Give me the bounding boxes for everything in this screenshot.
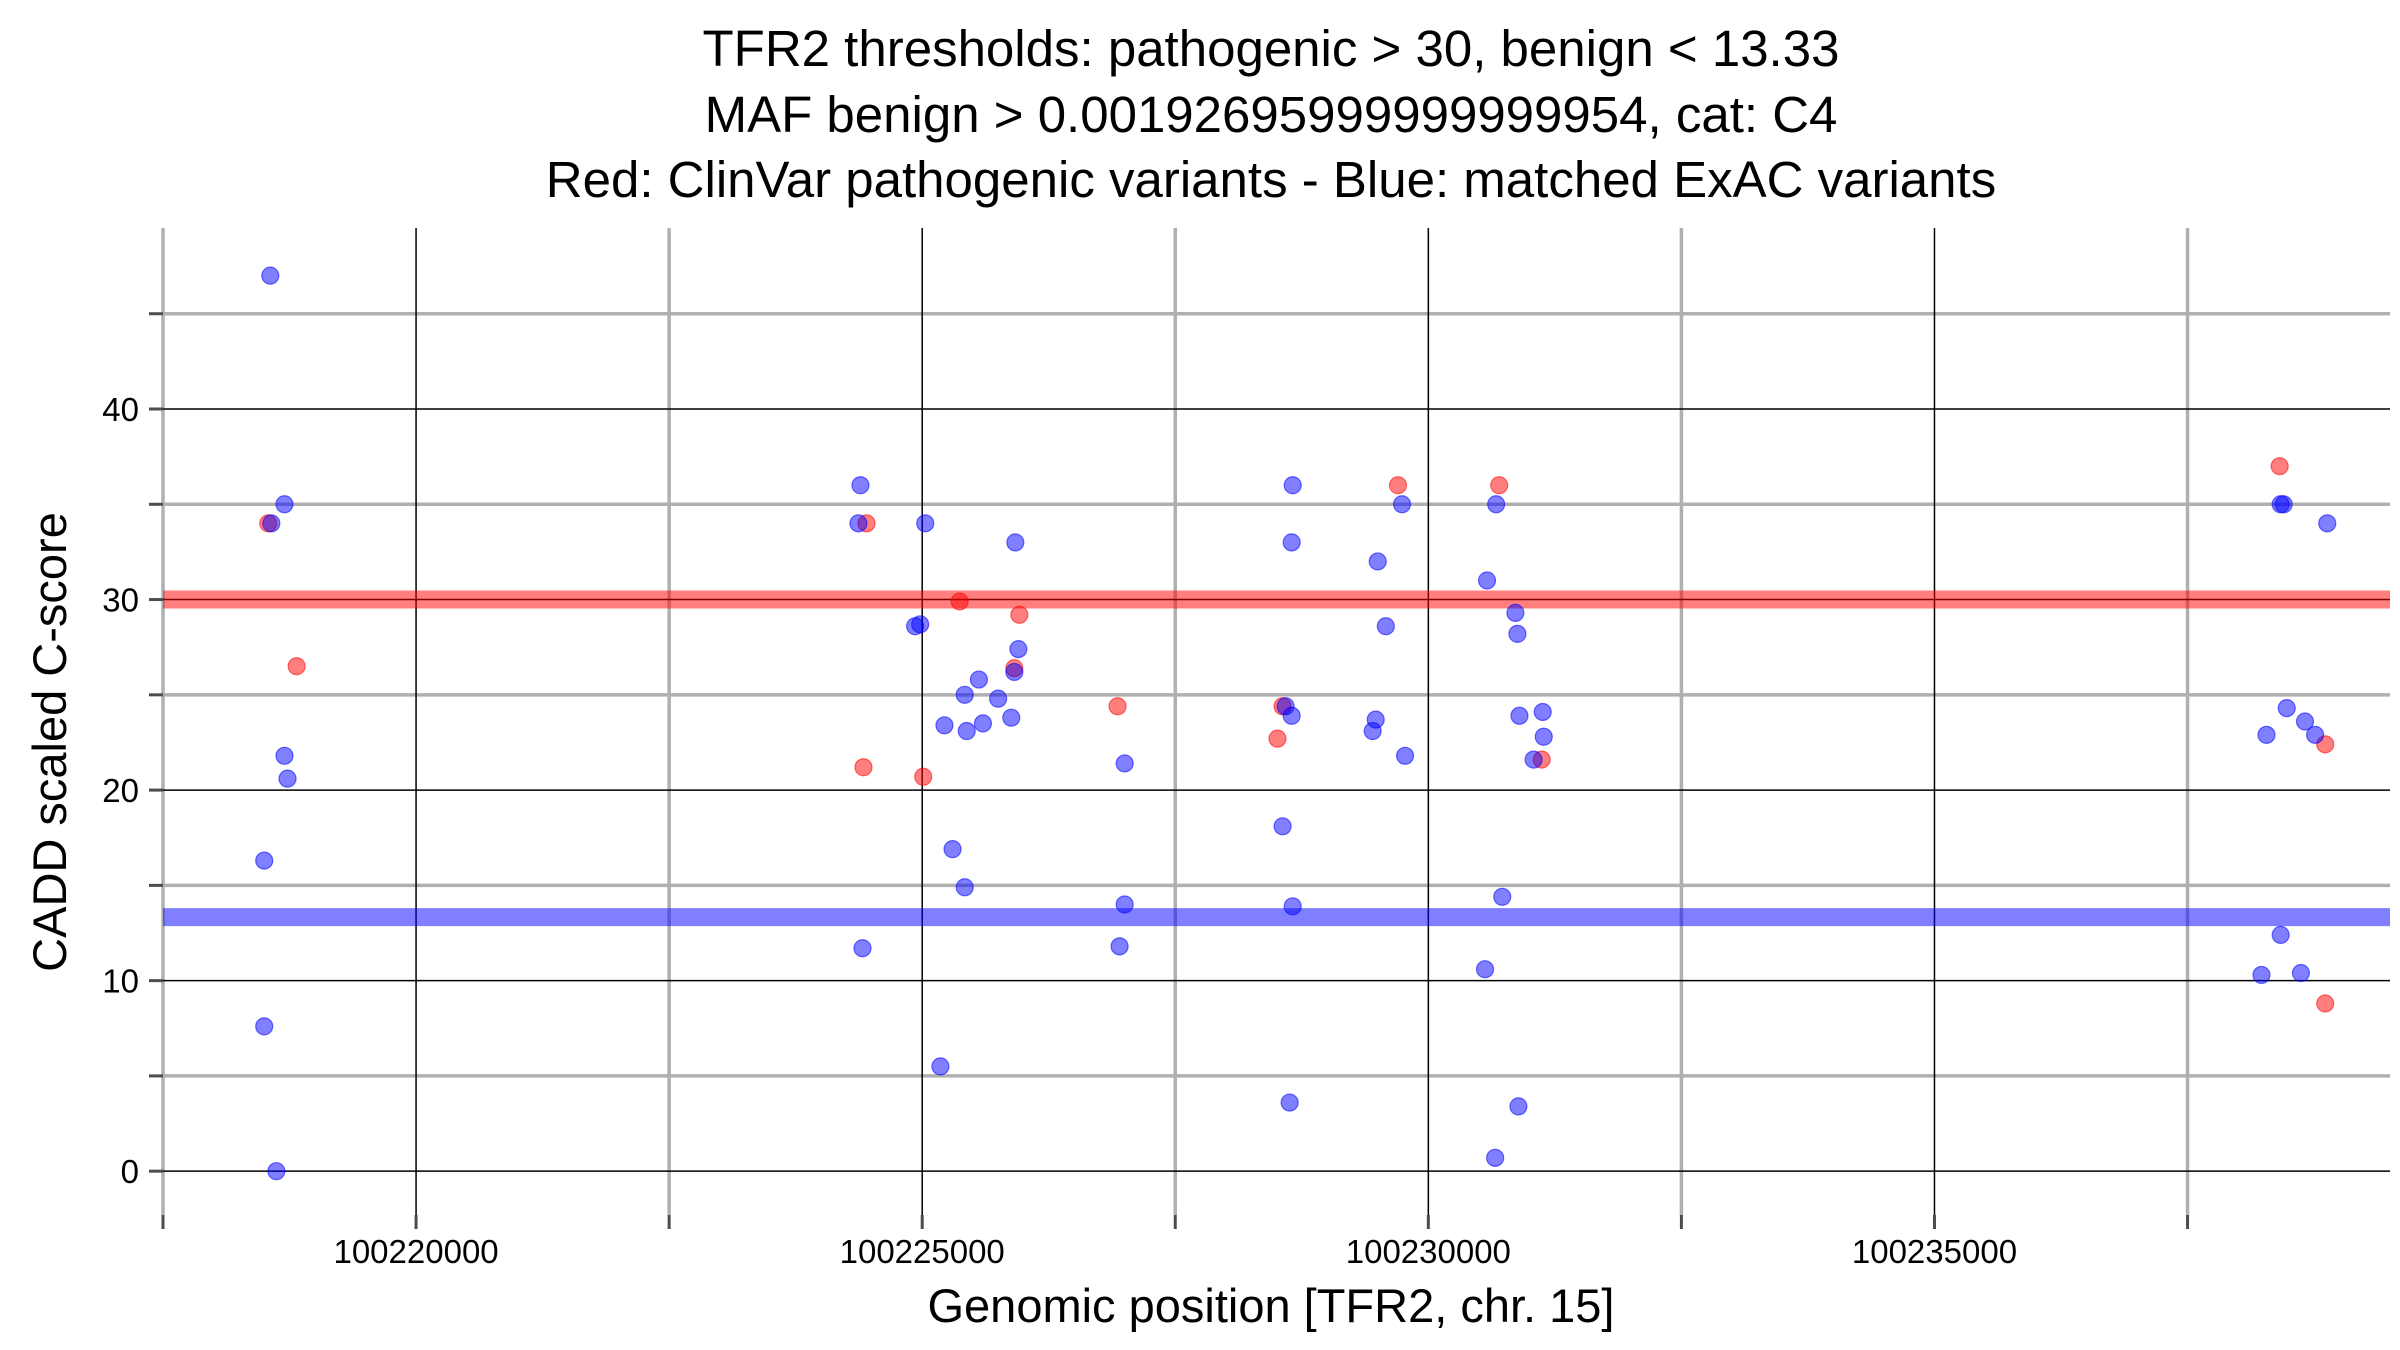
exac-variant-point bbox=[1395, 746, 1415, 765]
clinvar-pathogenic-point bbox=[287, 657, 306, 676]
exac-variant-point bbox=[955, 685, 974, 704]
exac-variant-point bbox=[1283, 897, 1302, 916]
exac-variant-point bbox=[2257, 725, 2276, 744]
y-tick-label: 10 bbox=[102, 963, 139, 1000]
exac-variant-point bbox=[1487, 495, 1506, 514]
data-points bbox=[255, 266, 2337, 1181]
clinvar-pathogenic-point bbox=[1388, 476, 1408, 495]
exac-variant-point bbox=[916, 514, 935, 533]
exac-variant-point bbox=[955, 878, 974, 897]
exac-variant-point bbox=[1002, 708, 1021, 727]
clinvar-pathogenic-point bbox=[854, 758, 873, 777]
x-axis-title: Genomic position [TFR2, chr. 15] bbox=[927, 1279, 1614, 1332]
exac-variant-point bbox=[2295, 712, 2315, 731]
exac-variant-point bbox=[943, 840, 962, 859]
clinvar-pathogenic-point bbox=[2270, 457, 2289, 476]
exac-variant-point bbox=[278, 769, 297, 788]
chart-title: TFR2 thresholds: pathogenic > 30, benign… bbox=[546, 20, 1996, 208]
y-tick-label: 20 bbox=[102, 772, 139, 809]
y-tick-label: 40 bbox=[102, 391, 139, 428]
exac-variant-point bbox=[1477, 571, 1497, 590]
exac-variant-point bbox=[2271, 495, 2290, 514]
exac-variant-point bbox=[1368, 552, 1387, 571]
exac-variant-point bbox=[973, 714, 993, 733]
exac-variant-point bbox=[275, 495, 294, 514]
exac-variant-point bbox=[1493, 887, 1512, 906]
exac-variant-point bbox=[1005, 662, 1024, 682]
exac-variant-point bbox=[1009, 639, 1028, 659]
y-tick-label: 30 bbox=[102, 582, 139, 619]
exac-variant-point bbox=[2277, 699, 2296, 718]
chart-title-line-1: TFR2 thresholds: pathogenic > 30, benign… bbox=[703, 20, 1840, 77]
exac-variant-point bbox=[935, 716, 954, 735]
chart-title-line-3: Red: ClinVar pathogenic variants - Blue:… bbox=[546, 151, 1996, 208]
exac-variant-point bbox=[957, 721, 976, 741]
clinvar-pathogenic-point bbox=[950, 592, 969, 611]
clinvar-pathogenic-point bbox=[1010, 605, 1029, 624]
y-axis-title: CADD scaled C-score bbox=[23, 512, 76, 972]
exac-variant-point bbox=[2318, 514, 2337, 533]
exac-variant-point bbox=[1273, 817, 1292, 836]
exac-variant-point bbox=[1534, 727, 1553, 746]
x-tick-label: 100220000 bbox=[333, 1233, 498, 1270]
exac-variant-point bbox=[849, 514, 868, 533]
exac-variant-point bbox=[1533, 702, 1552, 722]
exac-variant-point bbox=[1363, 721, 1382, 741]
exac-variant-point bbox=[255, 1017, 274, 1036]
x-tick-label: 100235000 bbox=[1852, 1233, 2017, 1270]
exac-variant-point bbox=[1524, 750, 1543, 769]
clinvar-pathogenic-point bbox=[2316, 994, 2335, 1013]
exac-variant-point bbox=[1115, 754, 1134, 773]
exac-variant-point bbox=[1510, 706, 1529, 725]
exac-variant-point bbox=[1392, 495, 1412, 514]
clinvar-pathogenic-point bbox=[914, 767, 933, 786]
exac-variant-point bbox=[2291, 963, 2311, 983]
exac-variant-point bbox=[275, 746, 294, 765]
exac-variant-point bbox=[1283, 476, 1302, 495]
exac-variant-point bbox=[1282, 706, 1301, 725]
clinvar-pathogenic-point bbox=[1268, 729, 1287, 748]
exac-variant-point bbox=[989, 689, 1008, 708]
exac-variant-point bbox=[1006, 533, 1025, 552]
axes: 100220000 100225000 100230000 100235000 0 10 2… bbox=[102, 312, 2190, 1270]
exac-variant-point bbox=[911, 615, 930, 634]
exac-variant-point bbox=[1509, 1097, 1528, 1116]
exac-variant-point bbox=[1475, 960, 1495, 979]
clinvar-pathogenic-point bbox=[1108, 697, 1127, 716]
y-tick-label: 0 bbox=[121, 1153, 139, 1190]
minor-gridlines bbox=[161, 228, 2390, 1215]
clinvar-pathogenic-point bbox=[1490, 476, 1509, 495]
exac-variant-point bbox=[1110, 937, 1129, 956]
exac-variant-point bbox=[1506, 603, 1525, 622]
exac-variant-point bbox=[1486, 1148, 1505, 1167]
exac-variant-point bbox=[1280, 1093, 1299, 1112]
exac-variant-point bbox=[1508, 624, 1527, 643]
major-gridlines bbox=[163, 228, 2390, 1215]
exac-variant-point bbox=[261, 266, 280, 285]
exac-variant-point bbox=[255, 851, 274, 870]
exac-variant-point bbox=[2305, 725, 2325, 744]
exac-variant-point bbox=[1282, 533, 1301, 552]
exac-variant-point bbox=[853, 939, 872, 958]
x-tick-label: 100230000 bbox=[1346, 1233, 1511, 1270]
threshold-lines bbox=[163, 590, 2390, 927]
exac-variant-point bbox=[931, 1057, 950, 1076]
exac-variant-point bbox=[851, 476, 870, 495]
x-tick-label: 100225000 bbox=[840, 1233, 1005, 1270]
exac-variant-point bbox=[2252, 965, 2271, 985]
exac-variant-point bbox=[1115, 895, 1134, 914]
exac-variant-point bbox=[262, 514, 281, 533]
exac-variant-point bbox=[969, 670, 988, 689]
exac-variant-point bbox=[267, 1162, 286, 1181]
exac-variant-point bbox=[2271, 925, 2290, 945]
exac-variant-point bbox=[1376, 617, 1395, 636]
chart-title-line-2: MAF benign > 0.00192695999999999954, cat… bbox=[705, 86, 1838, 143]
